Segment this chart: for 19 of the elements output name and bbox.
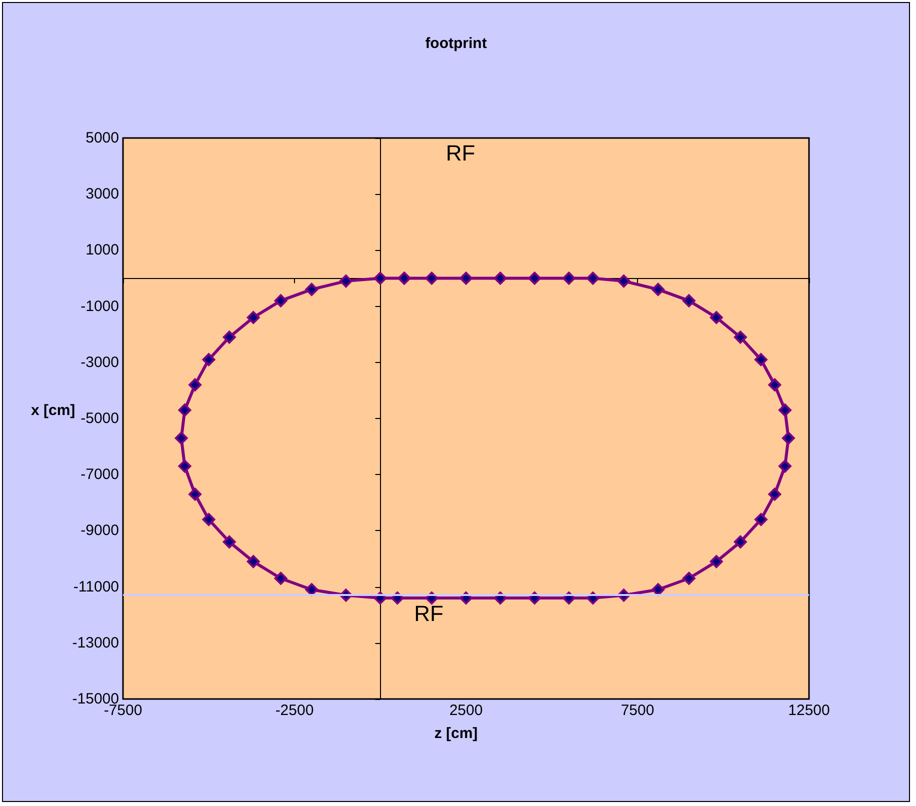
y-tick-label: -13000 [72, 634, 119, 652]
x-tick-label: 12500 [788, 702, 830, 719]
y-tick-label: -11000 [73, 578, 119, 596]
y-tick-label: -1000 [80, 298, 119, 315]
y-tick-label: 5000 [86, 130, 119, 146]
x-tick-label: 7500 [620, 702, 654, 719]
x-axis-title: z [cm] [434, 725, 478, 742]
y-tick-label: -5000 [80, 410, 119, 427]
x-tick-label: -2500 [275, 702, 314, 719]
y-tick-label: -3000 [80, 354, 119, 371]
y-tick-label: -9000 [80, 522, 119, 540]
y-tick-label: -7000 [80, 466, 119, 484]
x-tick-label: 2500 [449, 702, 483, 719]
annotation: RF [414, 600, 444, 626]
annotation: RF [446, 140, 476, 166]
y-axis-title: x [cm] [31, 402, 76, 419]
y-tick-label: 1000 [86, 242, 119, 259]
y-tick-label: 3000 [86, 186, 119, 203]
chart-title: footprint [425, 35, 487, 52]
